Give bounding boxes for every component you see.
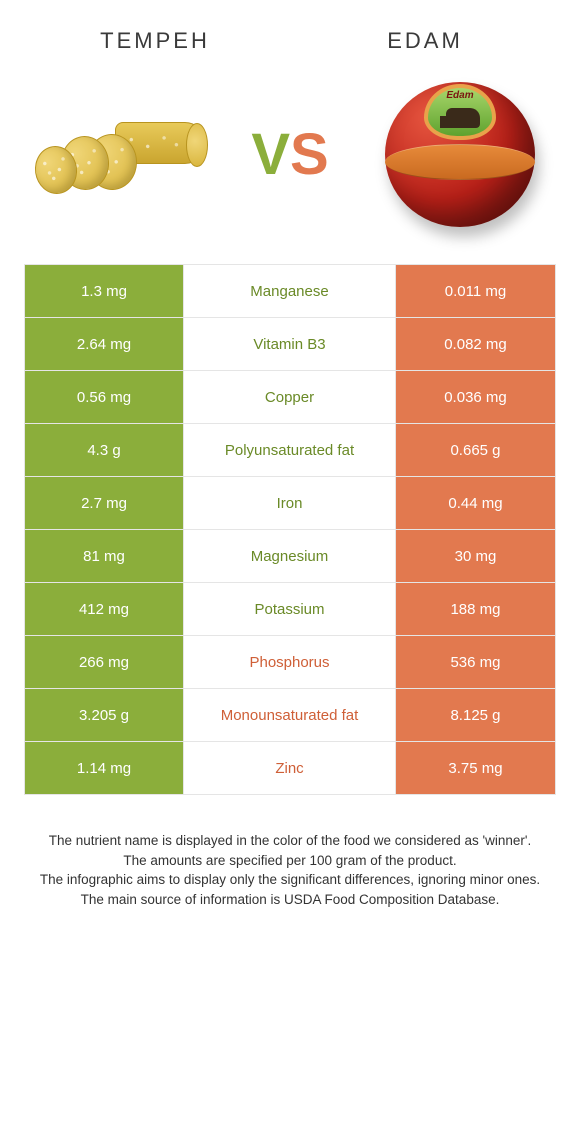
- table-row: 412 mgPotassium188 mg: [25, 583, 555, 636]
- infographic-container: TEMPEH EDAM VS Edam 1.3 mgManganese0.: [0, 0, 580, 1144]
- left-value: 266 mg: [25, 636, 184, 688]
- edam-label-text: Edam: [428, 90, 492, 101]
- left-value: 0.56 mg: [25, 371, 184, 423]
- vs-v: V: [251, 121, 290, 188]
- right-value: 30 mg: [396, 530, 555, 582]
- left-value: 1.14 mg: [25, 742, 184, 794]
- left-value: 1.3 mg: [25, 265, 184, 317]
- nutrient-name: Copper: [184, 371, 396, 423]
- left-value: 3.205 g: [25, 689, 184, 741]
- nutrient-name: Phosphorus: [184, 636, 396, 688]
- footer-line: The infographic aims to display only the…: [24, 870, 556, 890]
- table-row: 3.205 gMonounsaturated fat8.125 g: [25, 689, 555, 742]
- table-row: 2.7 mgIron0.44 mg: [25, 477, 555, 530]
- footer-line: The amounts are specified per 100 gram o…: [24, 851, 556, 871]
- food-right-title: EDAM: [317, 28, 533, 54]
- right-value: 536 mg: [396, 636, 555, 688]
- vs-label: VS: [251, 121, 328, 188]
- nutrient-name: Polyunsaturated fat: [184, 424, 396, 476]
- edam-icon: Edam: [380, 74, 540, 234]
- vs-s: S: [290, 121, 329, 188]
- right-value: 8.125 g: [396, 689, 555, 741]
- table-row: 1.3 mgManganese0.011 mg: [25, 265, 555, 318]
- left-value: 81 mg: [25, 530, 184, 582]
- nutrient-name: Iron: [184, 477, 396, 529]
- right-value: 188 mg: [396, 583, 555, 635]
- nutrient-name: Magnesium: [184, 530, 396, 582]
- tempeh-icon: [35, 94, 205, 214]
- left-value: 2.64 mg: [25, 318, 184, 370]
- table-row: 0.56 mgCopper0.036 mg: [25, 371, 555, 424]
- right-value: 0.011 mg: [396, 265, 555, 317]
- footer-line: The main source of information is USDA F…: [24, 890, 556, 910]
- nutrient-name: Vitamin B3: [184, 318, 396, 370]
- right-value: 0.082 mg: [396, 318, 555, 370]
- header-titles: TEMPEH EDAM: [0, 0, 580, 64]
- nutrient-name: Monounsaturated fat: [184, 689, 396, 741]
- table-row: 1.14 mgZinc3.75 mg: [25, 742, 555, 795]
- table-row: 4.3 gPolyunsaturated fat0.665 g: [25, 424, 555, 477]
- footer-line: The nutrient name is displayed in the co…: [24, 831, 556, 851]
- images-row: VS Edam: [0, 64, 580, 264]
- right-value: 0.44 mg: [396, 477, 555, 529]
- food-right-image: Edam: [370, 74, 550, 234]
- nutrient-name: Zinc: [184, 742, 396, 794]
- right-value: 0.665 g: [396, 424, 555, 476]
- food-left-title: TEMPEH: [47, 28, 263, 54]
- nutrient-name: Potassium: [184, 583, 396, 635]
- footer-text: The nutrient name is displayed in the co…: [0, 795, 580, 909]
- left-value: 412 mg: [25, 583, 184, 635]
- right-value: 3.75 mg: [396, 742, 555, 794]
- nutrient-name: Manganese: [184, 265, 396, 317]
- table-row: 81 mgMagnesium30 mg: [25, 530, 555, 583]
- left-value: 2.7 mg: [25, 477, 184, 529]
- table-row: 266 mgPhosphorus536 mg: [25, 636, 555, 689]
- right-value: 0.036 mg: [396, 371, 555, 423]
- left-value: 4.3 g: [25, 424, 184, 476]
- comparison-table: 1.3 mgManganese0.011 mg2.64 mgVitamin B3…: [24, 264, 556, 795]
- table-row: 2.64 mgVitamin B30.082 mg: [25, 318, 555, 371]
- food-left-image: [30, 74, 210, 234]
